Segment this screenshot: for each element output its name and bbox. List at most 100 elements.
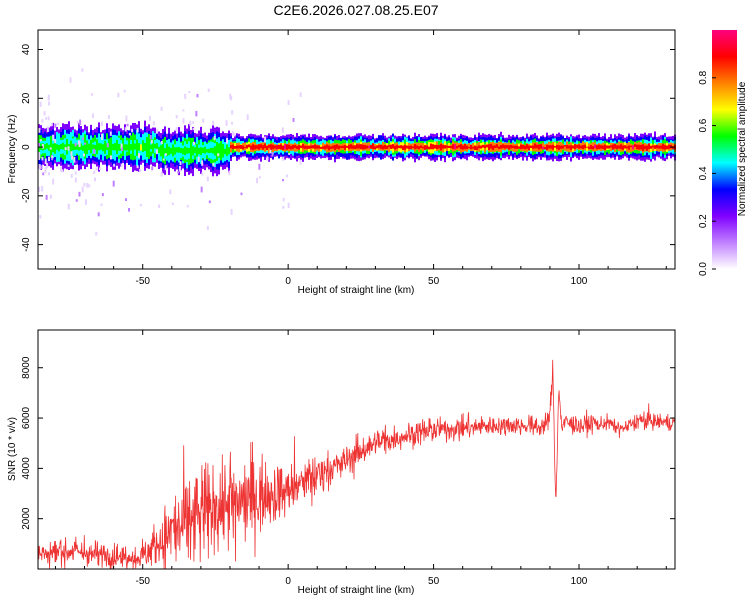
spectrogram-ridge-cell (488, 145, 490, 149)
spectrogram-ridge-cell (524, 145, 526, 149)
spectrogram-noise (44, 167, 47, 173)
spectrogram-cell (92, 144, 94, 150)
spectrogram-ridge-cell (558, 145, 560, 149)
spectrogram-ridge-cell (304, 145, 306, 149)
spectrogram-noise (230, 95, 233, 101)
spectrogram-ridge-cell (312, 145, 314, 149)
spectrogram-cell (654, 145, 656, 149)
spectrogram-ridge-cell (364, 145, 366, 149)
spectrogram-cell (546, 144, 548, 151)
spectrogram-ridge-cell (318, 145, 320, 149)
spectrogram-ridge-cell (490, 145, 492, 149)
spectrogram-noise (120, 143, 123, 150)
spectrogram-cell (104, 144, 106, 151)
spectrogram-ridge-cell (590, 145, 592, 149)
colorbar-tick-label: 0.2 (698, 214, 709, 228)
spectrogram-xtick-label: -50 (135, 276, 150, 287)
spectrogram-cell (544, 144, 546, 150)
spectrogram-noise (175, 115, 178, 119)
spectrogram-ridge-cell (552, 145, 554, 149)
spectrogram-noise (51, 155, 54, 159)
spectrogram-cell (420, 145, 422, 148)
spectrogram-xtick-label: 100 (571, 276, 588, 287)
spectrogram-cell (210, 147, 212, 153)
spectrogram-noise (50, 123, 53, 127)
spectrogram-cell (94, 144, 96, 150)
spectrogram-noise (67, 164, 70, 167)
spectrogram-cell (482, 144, 484, 148)
spectrogram-ridge-cell (658, 145, 660, 149)
spectrogram-ridge-cell (338, 145, 340, 149)
spectrogram-noise (175, 127, 178, 132)
spectrogram-ridge-cell (270, 145, 272, 149)
spectrogram-ridge-cell (532, 145, 534, 149)
snr-xtick-label: 100 (571, 576, 588, 587)
spectrogram-cell (380, 144, 382, 149)
spectrogram-xlabel: Height of straight line (km) (298, 285, 415, 296)
spectrogram-ridge-cell (492, 145, 494, 149)
spectrogram-ridge-cell (278, 145, 280, 149)
snr-xtick-label: 0 (285, 576, 291, 587)
spectrogram-cell (96, 144, 98, 150)
spectrogram-cell (630, 143, 632, 152)
spectrogram-cell (592, 146, 594, 150)
spectrogram-cell (422, 146, 424, 149)
spectrogram-cell (446, 145, 448, 148)
spectrogram-xtick-label: 0 (285, 276, 291, 287)
spectrogram-noise (43, 111, 46, 116)
spectrogram-cell (610, 145, 612, 148)
spectrogram-cell (214, 146, 216, 156)
spectrogram-ridge-cell (562, 145, 564, 149)
spectrogram-cell (564, 145, 566, 151)
spectrogram-noise (196, 93, 199, 98)
spectrogram-noise (49, 194, 52, 199)
spectrogram-noise (155, 128, 158, 134)
spectrogram-cell (216, 147, 218, 155)
spectrogram-cell (154, 143, 156, 149)
spectrogram-noise (160, 171, 163, 177)
spectrogram-cell (130, 144, 132, 151)
spectrogram-noise (158, 204, 161, 209)
spectrogram-noise (213, 135, 216, 141)
spectrogram-ridge-cell (662, 145, 664, 149)
spectrogram-noise (287, 100, 290, 105)
snr-ylabel: SNR (10 * v/v) (7, 417, 18, 481)
spectrogram-ridge-cell (242, 145, 244, 149)
spectrogram-cell (178, 147, 180, 153)
spectrogram-cell (342, 145, 344, 149)
spectrogram-noise (45, 117, 48, 120)
spectrogram-noise (152, 121, 155, 126)
spectrogram-cell (126, 144, 128, 151)
spectrogram-noise (178, 166, 181, 172)
spectrogram-cell (72, 143, 74, 151)
spectrogram-ridge-cell (568, 145, 570, 149)
spectrogram-noise (106, 143, 109, 148)
spectrogram-noise (137, 153, 140, 158)
spectrogram-cell (248, 144, 250, 148)
spectrogram-noise (136, 127, 139, 133)
spectrogram-cell (300, 145, 302, 148)
spectrogram-cell (376, 145, 378, 149)
spectrogram-cell (508, 145, 510, 150)
spectrogram-cell (630, 145, 632, 148)
spectrogram-cell (108, 144, 110, 151)
spectrogram-noise (264, 136, 267, 143)
spectrogram-cell (162, 146, 164, 154)
spectrogram-cell (352, 145, 354, 149)
spectrogram-cell (510, 144, 512, 149)
spectrogram-noise (109, 131, 112, 136)
spectrogram-cell (454, 143, 456, 150)
spectrogram-cell (542, 142, 544, 150)
spectrogram-noise (84, 199, 87, 205)
spectrogram-cell (288, 144, 290, 149)
spectrogram-noise (164, 153, 167, 156)
spectrogram-ridge-cell (348, 145, 350, 149)
spectrogram-cell (624, 145, 626, 149)
spectrogram-ylabel: Frequency (Hz) (7, 115, 18, 184)
spectrogram-cell (136, 143, 138, 150)
spectrogram-noise (233, 132, 236, 137)
spectrogram-ridge-cell (430, 145, 432, 149)
spectrogram-noise (93, 148, 96, 154)
spectrogram-ytick-label: -20 (21, 188, 32, 203)
spectrogram-noise (120, 163, 123, 167)
